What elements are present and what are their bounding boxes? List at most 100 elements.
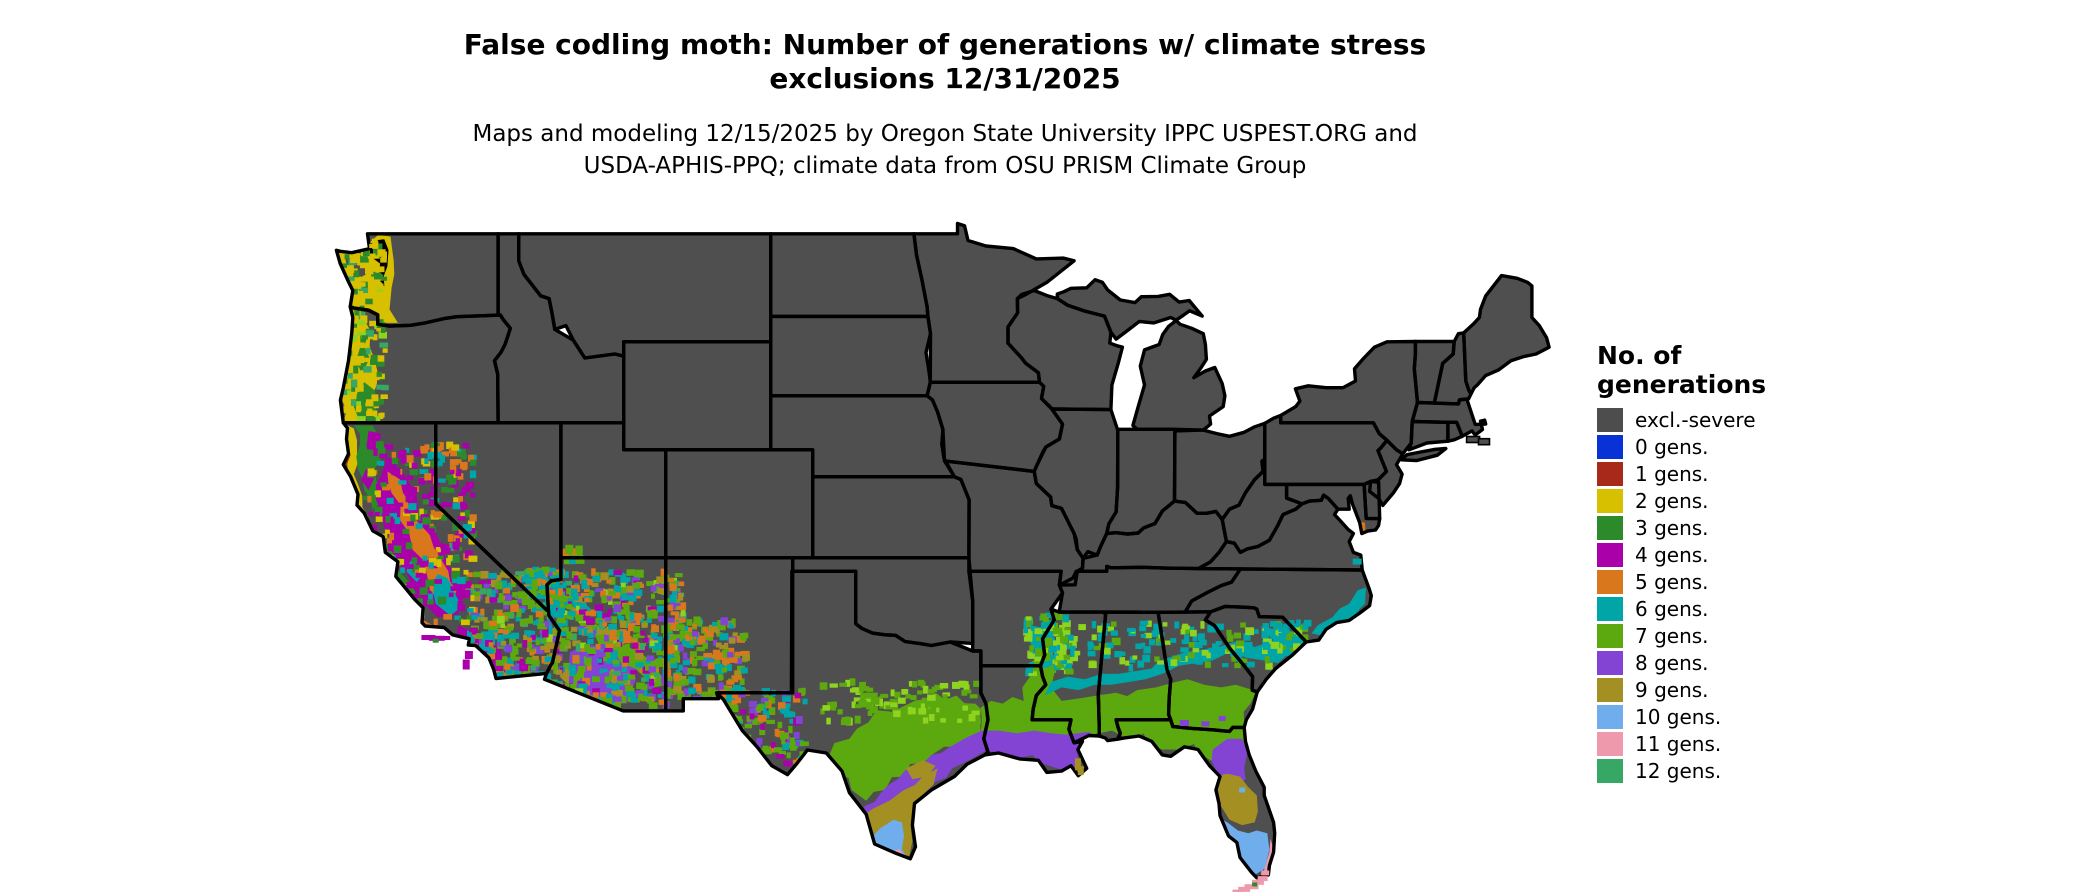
raster-speckle [630, 669, 637, 678]
raster-speckle [1180, 629, 1186, 635]
raster-speckle [719, 633, 729, 641]
raster-speckle [458, 492, 464, 500]
island [1465, 435, 1481, 444]
raster-speckle [1197, 633, 1205, 641]
legend-item: 6 gens. [1597, 597, 1897, 621]
state [1412, 399, 1486, 437]
raster-speckle [942, 694, 948, 702]
raster-speckle [715, 642, 722, 648]
raster-speckle [507, 697, 516, 704]
raster-speckle [688, 687, 695, 695]
raster-speckle [1277, 629, 1283, 637]
raster-speckle [799, 741, 809, 746]
raster-speckle [371, 572, 380, 577]
raster-speckle [740, 650, 750, 656]
raster-speckle [358, 325, 366, 332]
raster-speckle [1304, 646, 1311, 652]
raster-speckle [680, 636, 687, 642]
raster-speckle [489, 679, 497, 686]
raster-speckle [714, 652, 723, 660]
raster-speckle [527, 637, 533, 642]
raster-speckle [379, 460, 385, 466]
raster-speckle [408, 487, 418, 494]
raster-speckle [529, 683, 536, 690]
raster-speckle [386, 590, 395, 598]
raster-speckle [489, 589, 496, 598]
raster-speckle [1143, 646, 1151, 654]
raster-speckle [593, 691, 599, 698]
raster-speckle [511, 632, 520, 639]
raster-speckle [731, 675, 739, 683]
raster-speckle [617, 613, 622, 620]
raster-speckle [408, 500, 415, 505]
raster-speckle [827, 701, 836, 710]
raster-speckle [1292, 636, 1301, 642]
raster-speckle [581, 699, 588, 708]
raster-speckle [1201, 650, 1210, 656]
raster-speckle [411, 557, 418, 564]
raster-speckle [363, 262, 370, 268]
legend-title: No. of generations [1597, 341, 1897, 399]
raster-speckle [1282, 624, 1288, 632]
raster-speckle [614, 586, 622, 593]
raster-speckle [587, 638, 594, 645]
state [913, 223, 1075, 383]
raster-speckle [645, 659, 652, 668]
raster-speckle [973, 680, 980, 687]
raster-speckle [485, 687, 491, 694]
raster-speckle [400, 456, 408, 464]
raster-speckle [1073, 650, 1081, 656]
raster-speckle [586, 617, 595, 625]
raster-speckle [580, 642, 586, 649]
raster-speckle [583, 615, 589, 621]
raster-speckle [415, 569, 422, 576]
raster-speckle [761, 748, 769, 754]
raster-speckle [388, 543, 393, 552]
raster-speckle [717, 623, 726, 631]
raster-speckle [367, 392, 372, 400]
raster-speckle [544, 656, 553, 663]
raster-speckle [718, 682, 724, 691]
raster-speckle [519, 620, 527, 626]
raster-speckle [558, 600, 567, 605]
legend-swatch [1597, 624, 1623, 648]
raster-speckle [1290, 645, 1296, 652]
raster-speckle [405, 595, 411, 604]
raster-speckle [1151, 630, 1160, 638]
state [812, 476, 970, 558]
raster-speckle [1234, 662, 1241, 669]
raster-speckle [503, 600, 513, 605]
raster-speckle [378, 283, 384, 290]
raster-speckle [1274, 622, 1283, 631]
raster-speckle [373, 398, 381, 407]
raster-speckle [565, 603, 573, 608]
raster-speckle [1177, 654, 1186, 661]
raster-speckle [418, 567, 426, 574]
raster-speckle [1035, 648, 1041, 657]
raster-speckle [536, 594, 546, 600]
state-border [1131, 319, 1227, 432]
raster-speckle [973, 718, 981, 725]
raster-speckle [367, 443, 376, 450]
model-region-g9 [906, 760, 936, 780]
raster-speckle [881, 716, 888, 722]
raster-speckle [778, 750, 786, 755]
raster-speckle [405, 605, 412, 613]
raster-speckle [605, 650, 611, 658]
raster-speckle [462, 443, 470, 449]
raster-speckle [1236, 640, 1244, 647]
raster-speckle [523, 692, 531, 698]
raster-speckle [473, 571, 481, 578]
raster-speckle [664, 669, 672, 678]
raster-speckle [1181, 639, 1190, 645]
raster-speckle [860, 694, 866, 700]
raster-speckle [739, 678, 745, 686]
raster-speckle [920, 703, 925, 711]
raster-speckle [635, 569, 644, 578]
raster-speckle [363, 288, 368, 293]
raster-speckle [734, 732, 740, 738]
raster-speckle [740, 709, 747, 715]
raster-speckle [734, 670, 742, 677]
raster-speckle [1192, 658, 1201, 664]
raster-speckle [521, 681, 530, 690]
